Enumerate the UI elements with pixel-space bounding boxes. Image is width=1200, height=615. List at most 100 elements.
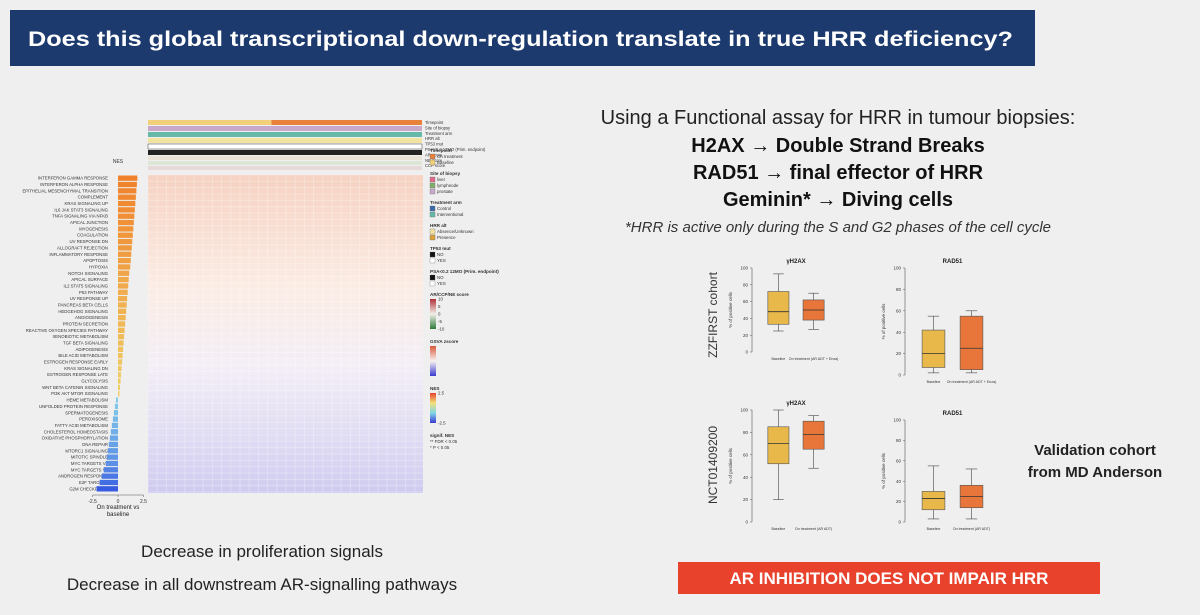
legend-tick: -2.5 <box>438 421 446 426</box>
nes-bar <box>109 435 118 441</box>
legend-gradient <box>430 393 436 423</box>
legend-swatch <box>429 176 436 183</box>
plot-title: RAD51 <box>943 411 963 417</box>
annotation-track <box>147 143 423 150</box>
legend-title: Timepoint <box>430 148 452 153</box>
legend-swatch <box>429 257 436 264</box>
legend-label: YES <box>437 258 446 263</box>
y-tick-label: 60 <box>743 452 749 457</box>
pathway-label: SPERMATOGENESIS <box>65 410 108 415</box>
legend-note: ** FDR < 0.05 <box>430 439 458 444</box>
y-tick-label: 60 <box>743 299 749 304</box>
pathway-label: INTERFERON GAMMA RESPONSE <box>38 176 108 181</box>
x-tick-label: Baseline <box>772 357 786 361</box>
y-tick-label: 20 <box>896 351 902 356</box>
nes-tick-label: 0 <box>117 499 120 505</box>
y-tick-label: 40 <box>743 475 749 480</box>
annotation-track <box>148 161 422 165</box>
conclusion: AR INHIBITION DOES NOT IMPAIR HRR <box>730 569 1049 588</box>
pathway-label: GLYCOLYSIS <box>81 379 108 384</box>
annotation-track <box>148 166 422 170</box>
pathway-label: APOPTOSIS <box>83 258 108 263</box>
box <box>767 291 790 325</box>
y-tick-label: 80 <box>896 438 902 443</box>
nes-bar <box>118 181 137 188</box>
nes-bar <box>118 340 124 346</box>
legend-title: Treatment arm <box>430 200 462 205</box>
nes-bar <box>118 276 129 283</box>
nes-axis-label: On treatment vs baseline <box>96 505 140 518</box>
y-tick-label: 100 <box>893 266 901 271</box>
nes-bar <box>118 321 126 327</box>
y-axis-label: % of positive cells <box>881 452 886 489</box>
nes-bar <box>118 334 125 340</box>
pathway-label: FATTY ACID METABOLISM <box>55 423 109 428</box>
box <box>767 426 790 465</box>
y-tick-label: 20 <box>743 333 749 338</box>
nes-bar <box>118 391 120 397</box>
pathway-label: MYOGENESIS <box>79 226 108 231</box>
x-tick-label: On treatment (AR ADT) <box>953 527 990 531</box>
nes-bar <box>108 441 118 448</box>
nes-bar <box>112 416 118 422</box>
y-tick-label: 0 <box>898 373 901 378</box>
x-tick-label: Baseline <box>927 527 941 531</box>
legend-label: Absence/Unknown <box>437 229 474 234</box>
nes-bar <box>118 219 134 226</box>
pathway-label: INTERFERON ALPHA RESPONSE <box>40 182 108 187</box>
nes-bar <box>118 245 132 251</box>
legend-swatch <box>429 274 436 281</box>
legend-tick: 5 <box>438 304 441 309</box>
legend-label: Baseline <box>437 160 454 165</box>
x-tick-label: Baseline <box>927 380 941 384</box>
y-tick-label: 80 <box>743 282 749 287</box>
nes-bar <box>118 365 122 372</box>
pathway-label: BILE ACID METABOLISM <box>58 353 108 358</box>
assay-line: RAD51 → final effector of HRR <box>693 162 984 184</box>
validation-note: Validation cohort from MD Anderson <box>1027 442 1163 481</box>
pathway-label: KRAS SIGNALING UP <box>65 201 109 206</box>
pathway-label: CHOLESTEROL HOMEOSTASIS <box>44 429 108 434</box>
pathway-label: P53 PATHWAY <box>79 290 108 295</box>
pathway-label: PROTEIN SECRETION <box>63 321 108 326</box>
nes-tick-label: 2.5 <box>140 499 147 505</box>
legend-tick: 0 <box>438 312 441 317</box>
legend-label: Control <box>437 206 451 211</box>
legend-label: YES <box>437 281 446 286</box>
legend-swatch <box>429 280 436 287</box>
y-tick-label: 40 <box>896 479 902 484</box>
pathway-label: ADIPOGENESIS <box>76 347 109 352</box>
nes-bar <box>118 289 128 295</box>
nes-tick-label: -2.5 <box>88 499 97 505</box>
legend-tick: 10 <box>438 297 443 302</box>
nes-bar <box>118 194 136 200</box>
nes-bar <box>118 175 138 181</box>
nes-bar <box>118 232 133 238</box>
y-tick-label: 100 <box>740 266 748 271</box>
cohort-label: NCT01409200 <box>706 426 720 504</box>
legend-title: PSA<0.2 12MO (Prim. endpoint) <box>430 269 499 274</box>
pathway-label: E2F TARGETS <box>79 480 108 485</box>
pathway-label: WNT BETA CATENIN SIGNALING <box>42 385 109 390</box>
nes-bar <box>118 200 136 207</box>
pathway-label: G2M CHECKPOINT <box>69 486 108 491</box>
y-tick-label: 60 <box>896 308 902 313</box>
nes-bar <box>96 486 118 492</box>
y-tick-label: 100 <box>893 418 901 423</box>
annotation-track <box>148 156 422 160</box>
legend-gradient <box>430 299 436 329</box>
legend-label: Presence <box>437 235 456 240</box>
legend-title: AR/CCP/NE score <box>430 292 469 297</box>
pathway-label: TGF BETA SIGNALING <box>63 341 109 346</box>
note: *HRR is active only during the S and G2 … <box>625 219 1051 236</box>
legend-label: Interventional <box>437 212 463 217</box>
nes-bar <box>118 372 122 378</box>
conclusion-banner <box>678 562 1100 594</box>
track-label: Treatment arm <box>425 131 453 136</box>
heading: Using a Functional assay for HRR in tumo… <box>601 107 1076 129</box>
nes-bar <box>118 207 135 213</box>
nes-title: NES <box>113 159 124 165</box>
y-tick-label: 80 <box>743 430 749 435</box>
pathway-label: EPITHELIAL MESENCHYMAL TRANSITION <box>22 188 108 193</box>
